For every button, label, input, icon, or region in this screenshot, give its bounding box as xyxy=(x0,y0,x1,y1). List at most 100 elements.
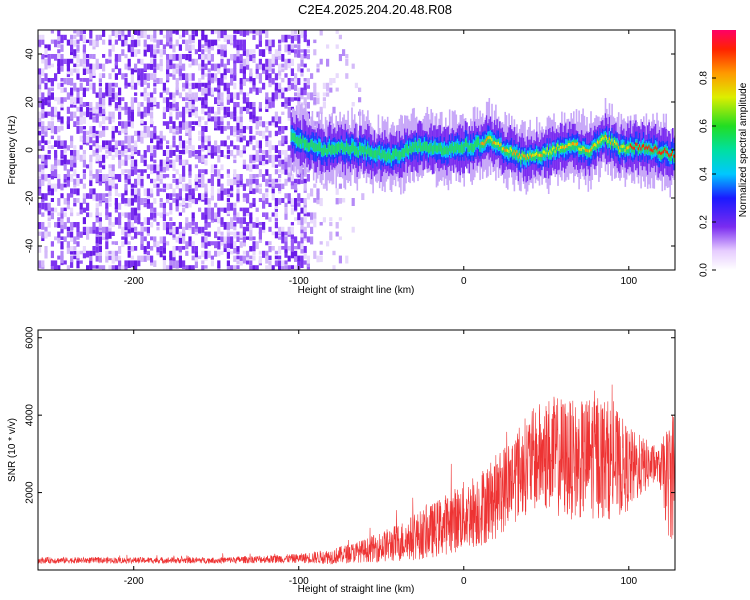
heatmap-cell xyxy=(95,255,99,262)
heatmap-cell xyxy=(188,145,192,150)
heatmap-cell xyxy=(646,145,649,154)
heatmap-cell xyxy=(249,54,253,62)
heatmap-cell xyxy=(175,126,179,131)
heatmap-cell xyxy=(194,97,198,102)
heatmap-cell xyxy=(306,54,310,60)
heatmap-cell xyxy=(89,154,93,162)
heatmap-cell xyxy=(485,138,488,142)
heatmap-cell xyxy=(501,147,504,151)
heatmap-cell xyxy=(130,111,134,118)
heatmap-cell xyxy=(430,143,432,152)
heatmap-cell xyxy=(278,44,282,51)
heatmap-cell xyxy=(274,207,278,212)
heatmap-cell xyxy=(130,207,134,214)
heatmap-cell xyxy=(230,73,234,79)
heatmap-cell xyxy=(76,231,80,237)
heatmap-cell xyxy=(47,150,51,154)
heatmap-cell xyxy=(140,154,144,163)
heatmap-cell xyxy=(76,73,80,80)
heatmap-cell xyxy=(137,260,141,267)
heatmap-cell xyxy=(182,106,186,113)
heatmap-cell xyxy=(41,260,45,268)
heatmap-cell xyxy=(86,135,90,143)
heatmap-cell xyxy=(79,260,83,264)
heatmap-cell xyxy=(290,164,294,171)
heatmap-cell xyxy=(217,260,221,269)
heatmap-cell xyxy=(303,139,306,151)
heatmap-cell xyxy=(239,58,243,64)
heatmap-cell xyxy=(182,97,186,102)
heatmap-cell xyxy=(108,255,112,261)
heatmap-cell xyxy=(172,150,176,156)
heatmap-cell xyxy=(265,97,269,105)
heatmap-cell xyxy=(284,102,288,109)
heatmap-cell xyxy=(239,106,243,114)
heatmap-cell xyxy=(194,82,198,89)
heatmap-cell xyxy=(555,146,558,150)
heatmap-cell xyxy=(191,246,195,254)
heatmap-cell xyxy=(185,130,189,136)
heatmap-cell xyxy=(134,63,138,70)
heatmap-cell xyxy=(258,102,262,109)
heatmap-cell xyxy=(207,178,211,184)
heatmap-cell xyxy=(591,146,594,150)
heatmap-cell xyxy=(252,30,256,34)
heatmap-cell xyxy=(41,236,45,241)
heatmap-cell xyxy=(169,164,173,168)
heatmap-cell xyxy=(236,49,240,57)
heatmap-cell xyxy=(82,169,86,174)
heatmap-cell xyxy=(118,193,122,197)
heatmap-cell xyxy=(47,202,51,211)
heatmap-cell xyxy=(98,78,102,83)
heatmap-cell xyxy=(550,151,553,155)
heatmap-cell xyxy=(130,135,134,144)
heatmap-cell xyxy=(236,145,240,150)
heatmap-cell xyxy=(274,73,278,81)
heatmap-cell xyxy=(172,63,176,69)
heatmap-cell xyxy=(258,140,262,149)
heatmap-cell xyxy=(268,226,272,232)
heatmap-cell xyxy=(95,116,99,123)
heatmap-cell xyxy=(332,250,336,256)
heatmap-cell xyxy=(230,231,234,235)
heatmap-cell xyxy=(472,144,475,153)
heatmap-cell xyxy=(118,260,122,267)
heatmap-cell xyxy=(134,207,138,216)
heatmap-cell xyxy=(108,54,112,60)
heatmap-cell xyxy=(134,169,138,175)
heatmap-cell xyxy=(188,63,192,68)
heatmap-cell xyxy=(271,265,275,270)
heatmap-cell xyxy=(111,169,115,177)
heatmap-cell xyxy=(384,150,386,161)
heatmap-cell xyxy=(217,126,221,131)
heatmap-cell xyxy=(44,126,48,132)
heatmap-cell xyxy=(306,236,310,243)
heatmap-cell xyxy=(242,255,246,264)
heatmap-cell xyxy=(525,157,528,160)
heatmap-cell xyxy=(50,183,54,188)
heatmap-cell xyxy=(38,140,42,146)
heatmap-cell xyxy=(95,236,99,244)
heatmap-cell xyxy=(60,250,64,259)
heatmap-cell xyxy=(118,121,122,126)
heatmap-cell xyxy=(175,111,179,120)
heatmap-cell xyxy=(246,49,250,57)
heatmap-cell xyxy=(423,141,426,151)
heatmap-cell xyxy=(76,174,80,179)
heatmap-cell xyxy=(79,231,83,238)
spectrogram-y-tick-label: -20 xyxy=(25,190,36,205)
heatmap-cell xyxy=(210,164,214,173)
heatmap-cell xyxy=(79,135,83,142)
heatmap-cell xyxy=(268,174,272,180)
heatmap-cell xyxy=(105,207,109,216)
heatmap-cell xyxy=(239,130,243,138)
heatmap-cell xyxy=(41,178,45,186)
heatmap-cell xyxy=(294,246,298,250)
heatmap-cell xyxy=(146,255,150,261)
heatmap-cell xyxy=(207,68,211,73)
heatmap-cell xyxy=(220,116,224,121)
colorbar-tick-label: 0.2 xyxy=(699,215,710,229)
heatmap-cell xyxy=(491,138,493,142)
